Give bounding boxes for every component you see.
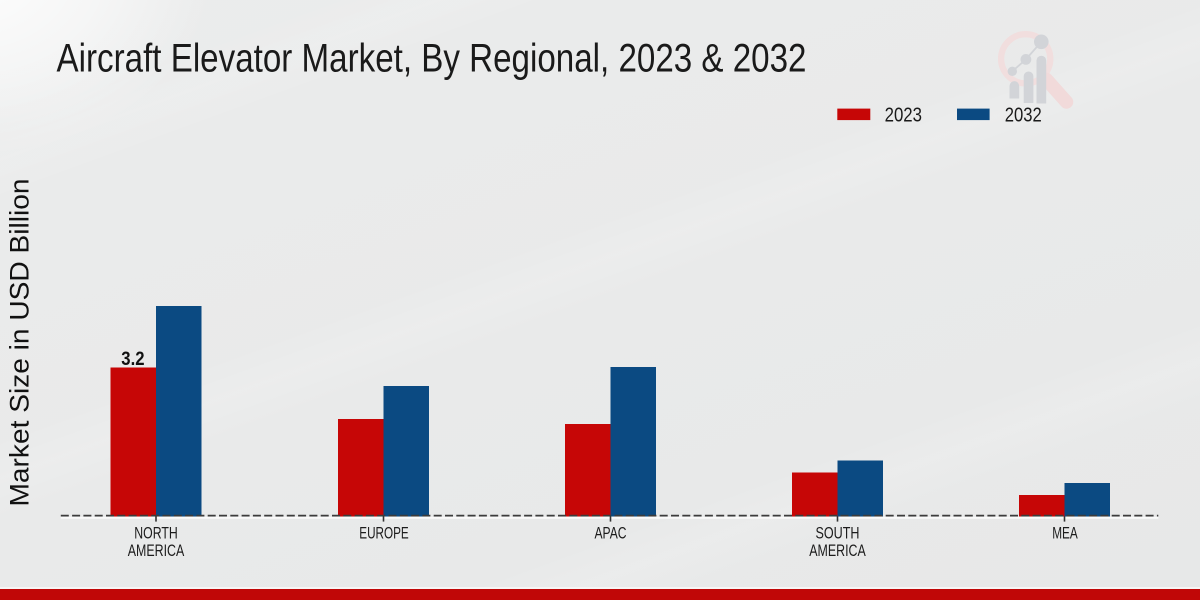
svg-text:AMERICA: AMERICA	[128, 541, 185, 560]
svg-text:3.2: 3.2	[121, 348, 144, 370]
svg-text:EUROPE: EUROPE	[359, 523, 409, 542]
svg-text:Market Size in USD Billion: Market Size in USD Billion	[5, 179, 35, 507]
svg-text:MEA: MEA	[1052, 523, 1078, 542]
svg-text:NORTH: NORTH	[134, 523, 178, 542]
svg-text:AMERICA: AMERICA	[809, 541, 866, 560]
svg-text:2032: 2032	[1005, 105, 1042, 127]
svg-text:SOUTH: SOUTH	[816, 523, 860, 542]
svg-text:2023: 2023	[885, 105, 922, 127]
svg-text:Aircraft Elevator Market, By R: Aircraft Elevator Market, By Regional, 2…	[57, 37, 807, 81]
svg-text:APAC: APAC	[595, 523, 627, 542]
